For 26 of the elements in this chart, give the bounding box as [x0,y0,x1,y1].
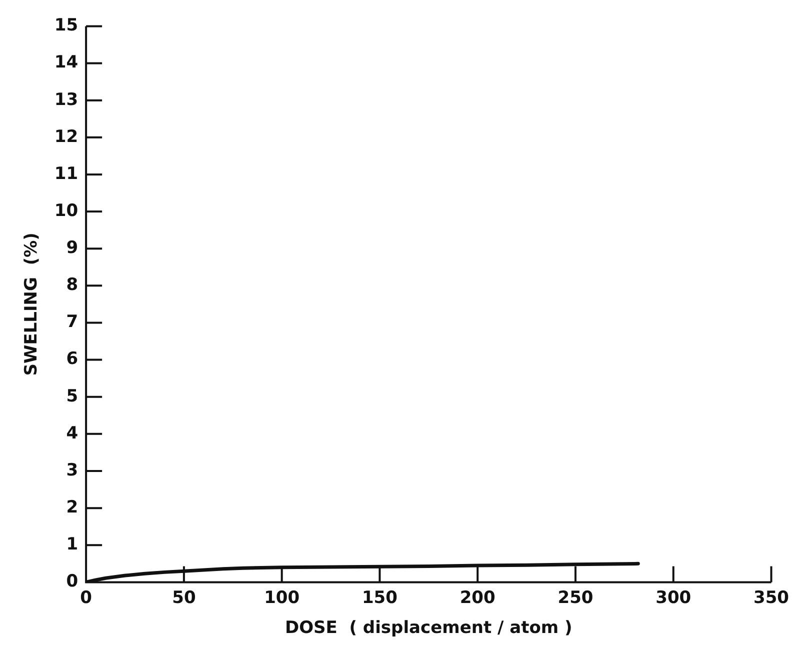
x-tick-label: 0 [80,588,92,608]
x-tick-label: 300 [656,588,692,608]
x-tick-label: 100 [264,588,300,608]
x-tick-label: 150 [362,588,398,608]
y-tick-label: 6 [66,349,78,370]
y-tick-label: 0 [66,572,78,592]
y-tick-label: 9 [66,238,78,258]
y-tick-label: 8 [66,275,78,296]
x-axis-title: DOSE ( displacement / atom ) [284,618,572,638]
x-tick-label: 350 [754,588,790,608]
y-axis-title: SWELLING (%) [22,232,42,376]
y-tick-label: 14 [54,52,78,73]
x-tick-label: 50 [172,588,196,608]
y-tick-label: 3 [66,460,78,480]
y-tick-label: 4 [66,423,78,444]
y-tick-label: 7 [66,312,78,332]
y-tick-label: 15 [54,16,78,36]
y-tick-label: 1 [66,534,78,555]
y-tick-label: 2 [66,497,78,518]
x-tick-label: 250 [558,588,594,608]
y-tick-label: 10 [54,200,78,221]
y-tick-label: 13 [54,90,78,110]
x-tick-label: 200 [460,588,496,608]
y-tick-label: 5 [66,386,78,406]
y-tick-label: 11 [54,164,78,184]
y-tick-label: 12 [54,126,78,147]
